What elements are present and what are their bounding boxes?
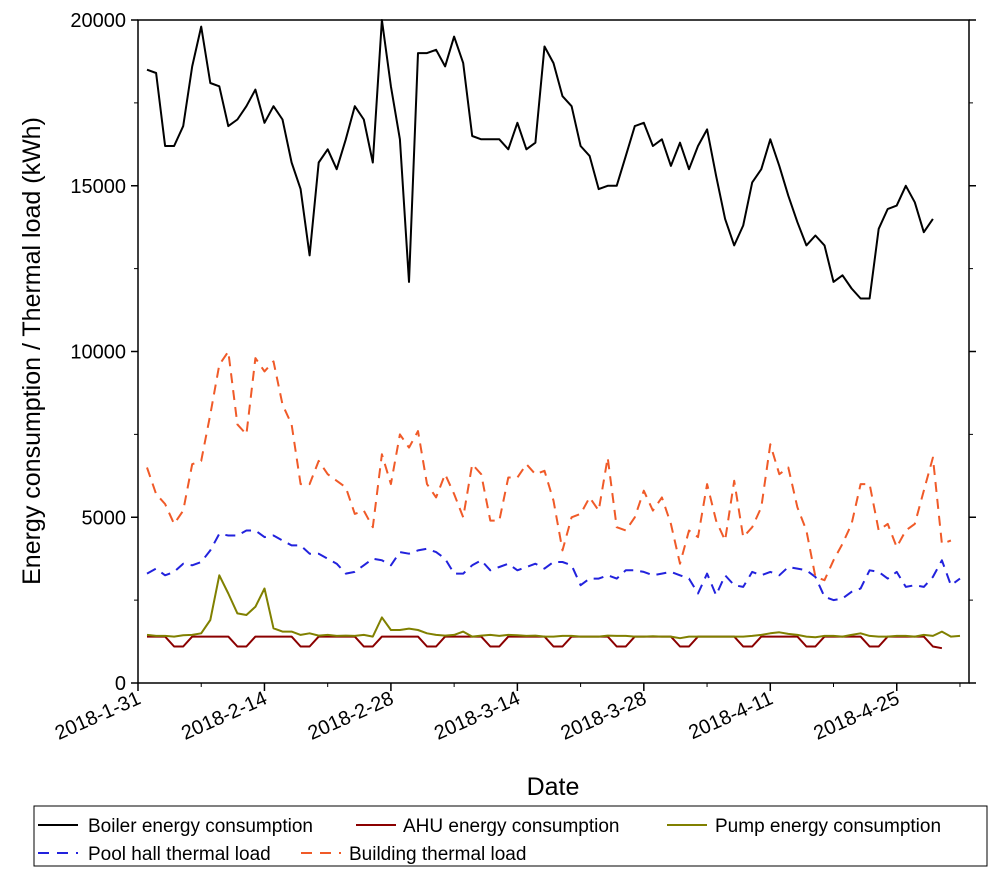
legend-label-boiler: Boiler energy consumption [88,816,313,837]
y-tick-label: 20000 [70,10,126,32]
x-tick-label: 2018-1-31 [52,687,144,744]
y-axis-title: Energy consumption / Thermal load (kWh) [18,117,46,585]
legend-label-pool: Pool hall thermal load [88,844,271,865]
x-tick-label: 2018-2-14 [178,687,270,744]
legend-label-ahu: AHU energy consumption [403,816,620,837]
x-axis-title: Date [527,773,580,801]
legend-box [33,805,988,867]
series-line-pool-hall [146,529,961,602]
x-tick-label: 2018-4-25 [811,687,903,744]
y-tick-label: 15000 [70,176,126,198]
series-line-boiler [146,19,934,300]
x-tick-label: 2018-4-11 [685,687,776,744]
y-tick-label: 10000 [70,342,126,364]
x-axis: 2018-1-31 2018-2-14 2018-2-28 2018-3-14 2018… [52,683,961,745]
x-tick-label: 2018-3-28 [558,687,650,744]
y-tick-label: 0 [115,673,126,695]
series-line-ahu [147,635,943,650]
legend: Boiler energy consumption AHU energy con… [33,805,988,867]
legend-entry-ahu: AHU energy consumption [356,816,620,837]
legend-entry-pool: Pool hall thermal load [38,844,271,865]
x-tick-label: 2018-2-28 [305,687,397,744]
x-tick-label: 2018-3-14 [431,687,523,744]
series-line-pump [146,574,961,640]
y-axis: 0 5000 10000 15000 20000 [70,10,976,695]
series-line-building [146,350,952,582]
legend-label-building: Building thermal load [349,844,526,865]
y-tick-label: 5000 [82,507,127,529]
legend-entry-pump: Pump energy consumption [667,816,941,837]
series-layer [146,19,961,650]
legend-label-pump: Pump energy consumption [715,816,941,837]
legend-entry-building: Building thermal load [301,844,526,865]
legend-entry-boiler: Boiler energy consumption [38,816,313,837]
